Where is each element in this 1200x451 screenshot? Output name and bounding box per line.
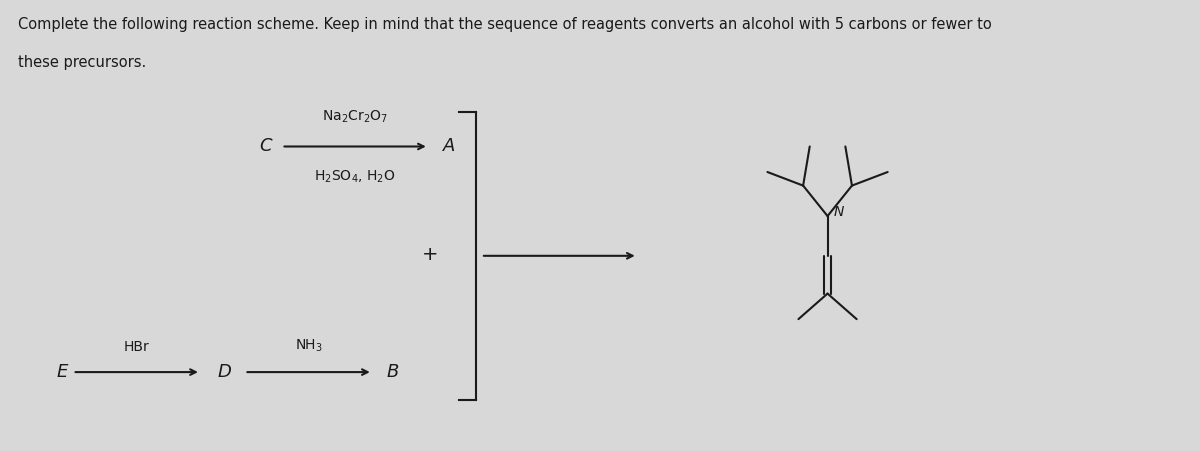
Text: E: E — [56, 363, 68, 381]
Text: H$_2$SO$_4$, H$_2$O: H$_2$SO$_4$, H$_2$O — [314, 168, 396, 185]
Text: B: B — [386, 363, 400, 381]
Text: HBr: HBr — [124, 340, 150, 354]
Text: D: D — [218, 363, 232, 381]
Text: +: + — [422, 245, 439, 264]
Text: NH$_3$: NH$_3$ — [295, 338, 323, 354]
Text: N: N — [833, 205, 844, 219]
Text: Complete the following reaction scheme. Keep in mind that the sequence of reagen: Complete the following reaction scheme. … — [18, 17, 992, 32]
Text: Na$_2$Cr$_2$O$_7$: Na$_2$Cr$_2$O$_7$ — [322, 108, 388, 124]
Text: these precursors.: these precursors. — [18, 55, 146, 70]
Text: C: C — [259, 138, 272, 156]
Text: A: A — [443, 138, 455, 156]
